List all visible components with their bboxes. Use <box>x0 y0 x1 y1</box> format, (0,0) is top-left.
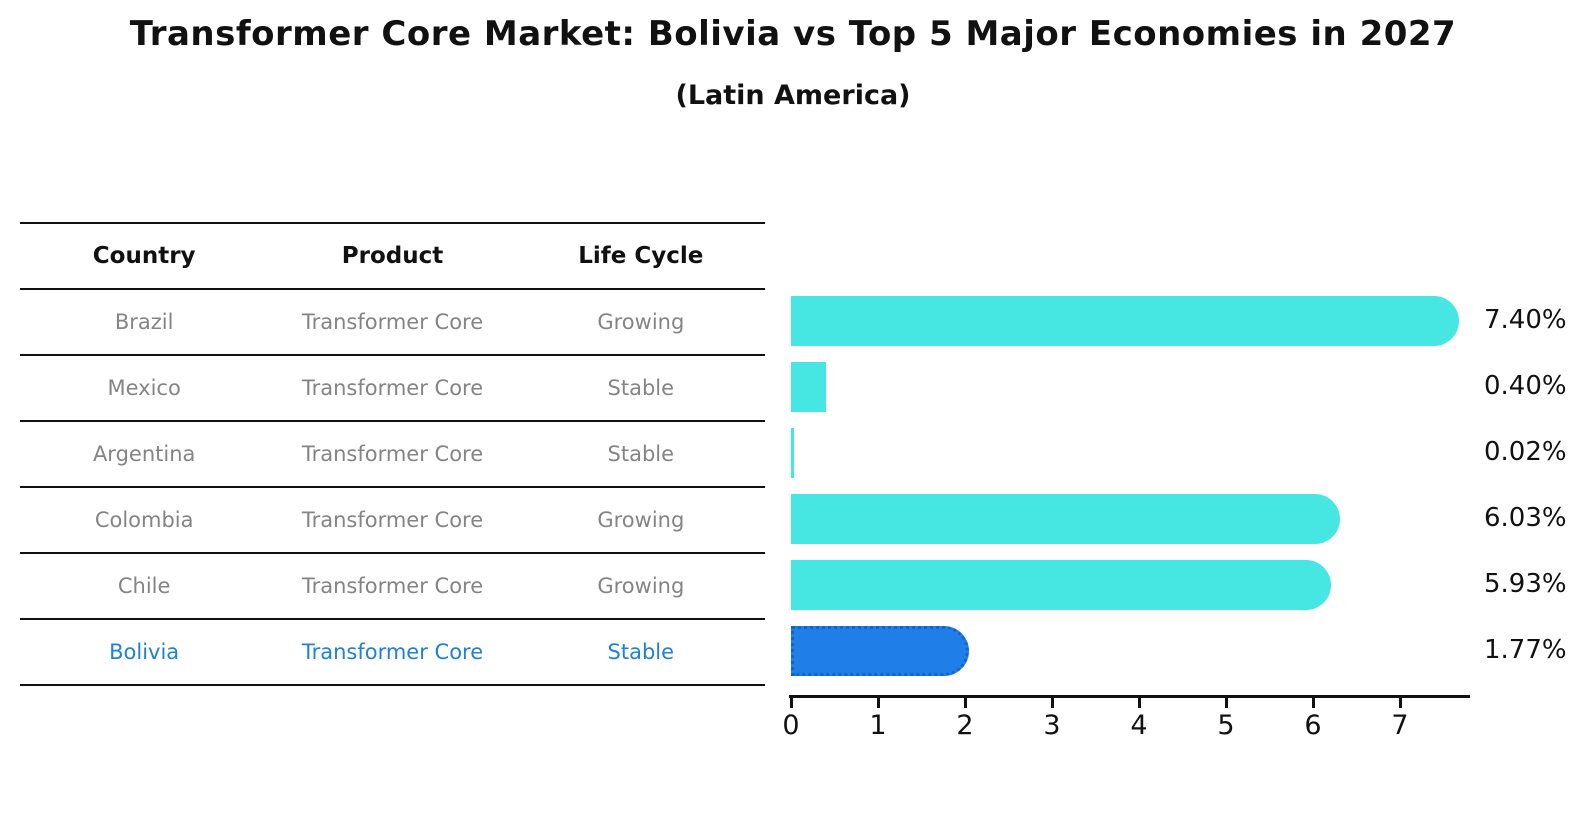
header-cell-country: Country <box>92 243 196 269</box>
bar-chile <box>791 560 1331 610</box>
x-axis-tick <box>1137 695 1141 708</box>
value-label-mexico: 0.40% <box>1484 371 1567 401</box>
table-row-colombia: Colombia Transformer Core Growing <box>20 488 765 554</box>
cell-product: Transformer Core <box>301 574 484 598</box>
x-axis-line <box>789 695 1470 698</box>
x-axis-tick-label: 3 <box>1043 710 1061 741</box>
cell-life-cycle: Growing <box>597 574 685 598</box>
table-header-row: Country Product Life Cycle <box>20 224 765 290</box>
cell-product: Transformer Core <box>301 640 484 664</box>
bar-bolivia <box>791 626 969 676</box>
cell-product: Transformer Core <box>301 310 484 334</box>
x-axis-tick <box>1224 695 1228 708</box>
x-axis-tick <box>789 695 793 708</box>
cell-life-cycle: Stable <box>607 640 675 664</box>
x-axis-tick-label: 5 <box>1217 710 1235 741</box>
cell-country: Brazil <box>114 310 174 334</box>
x-axis-tick-label: 1 <box>869 710 887 741</box>
chart-title: Transformer Core Market: Bolivia vs Top … <box>129 14 1457 54</box>
table-row-brazil: Brazil Transformer Core Growing <box>20 290 765 356</box>
x-axis-tick <box>1398 695 1402 708</box>
header-cell-life-cycle: Life Cycle <box>578 243 704 269</box>
cell-life-cycle: Stable <box>607 376 675 400</box>
table-row-chile: Chile Transformer Core Growing <box>20 554 765 620</box>
value-label-argentina: 0.02% <box>1484 437 1567 467</box>
bar-colombia <box>791 494 1340 544</box>
bar-mexico <box>791 362 826 412</box>
value-label-colombia: 6.03% <box>1484 503 1567 533</box>
bar-argentina <box>791 428 794 478</box>
x-axis-tick-label: 7 <box>1391 710 1409 741</box>
x-axis-tick-label: 0 <box>782 710 800 741</box>
x-axis-tick <box>1311 695 1315 708</box>
x-axis-tick <box>876 695 880 708</box>
table-row-mexico: Mexico Transformer Core Stable <box>20 356 765 422</box>
value-label-bolivia: 1.77% <box>1484 635 1567 665</box>
x-axis-tick <box>1050 695 1054 708</box>
country-table: Country Product Life Cycle Brazil Transf… <box>20 222 765 686</box>
cell-country: Argentina <box>92 442 196 466</box>
table-row-argentina: Argentina Transformer Core Stable <box>20 422 765 488</box>
cell-life-cycle: Stable <box>607 442 675 466</box>
x-axis-tick-label: 6 <box>1304 710 1322 741</box>
cell-life-cycle: Growing <box>597 310 685 334</box>
cell-life-cycle: Growing <box>597 508 685 532</box>
x-axis-tick <box>963 695 967 708</box>
chart-subtitle: (Latin America) <box>675 80 911 111</box>
x-axis-tick-label: 2 <box>956 710 974 741</box>
cell-product: Transformer Core <box>301 508 484 532</box>
cell-country: Colombia <box>94 508 194 532</box>
table-row-bolivia: Bolivia Transformer Core Stable <box>20 620 765 686</box>
x-axis-tick-label: 4 <box>1130 710 1148 741</box>
value-label-chile: 5.93% <box>1484 569 1567 599</box>
bar-brazil <box>791 296 1459 346</box>
cell-product: Transformer Core <box>301 442 484 466</box>
cell-product: Transformer Core <box>301 376 484 400</box>
cell-country: Mexico <box>107 376 181 400</box>
cell-country: Bolivia <box>109 640 180 664</box>
cell-country: Chile <box>117 574 171 598</box>
value-label-brazil: 7.40% <box>1484 305 1567 335</box>
header-cell-product: Product <box>341 243 444 269</box>
